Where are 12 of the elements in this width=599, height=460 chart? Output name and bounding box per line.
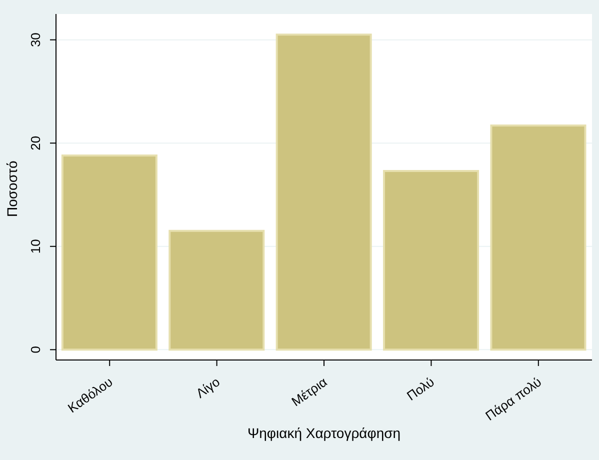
bar [490, 124, 586, 351]
bar [383, 170, 480, 351]
bar [61, 154, 158, 351]
x-tick-label: Λίγο [193, 374, 223, 401]
bar [276, 34, 372, 351]
y-axis-title: Ποσοστό [4, 160, 20, 217]
x-axis-title: Ψηφιακή Χαρτογράφηση [247, 425, 401, 441]
y-tick-label: 30 [28, 32, 43, 48]
y-tick-label: 20 [28, 136, 43, 150]
bar [168, 230, 265, 351]
y-tick-label: 10 [28, 239, 43, 254]
y-tick-label: 0 [28, 346, 43, 354]
